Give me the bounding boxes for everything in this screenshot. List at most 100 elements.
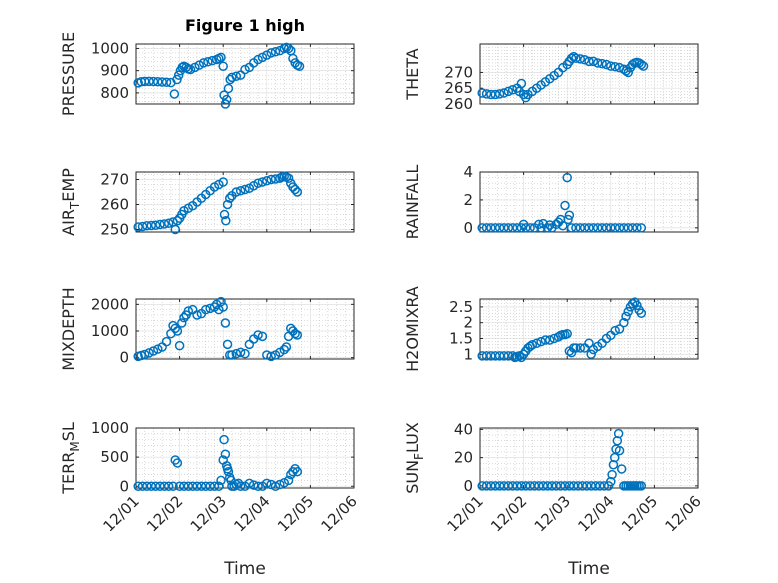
data-point <box>203 57 213 67</box>
data-point <box>218 302 228 312</box>
data-point <box>172 458 183 468</box>
data-point <box>290 184 300 195</box>
y-axis-label: AIRTEMP <box>59 168 82 236</box>
data-point <box>632 223 642 233</box>
y-axis-label: PRESSURE <box>59 32 78 116</box>
y-tick-label: 0 <box>119 349 129 367</box>
x-tick-label: 12/02 <box>143 492 186 535</box>
data-point <box>161 77 172 87</box>
data-point <box>146 220 157 231</box>
y-tick-label: 1000 <box>91 39 129 57</box>
y-tick-label: 270 <box>444 63 473 81</box>
data-point <box>227 72 237 83</box>
data-point <box>610 61 620 72</box>
data-point <box>270 481 281 492</box>
data-point <box>223 83 234 94</box>
data-point <box>240 184 250 195</box>
data-point <box>266 48 276 58</box>
data-point <box>266 174 276 185</box>
data-point <box>613 428 624 439</box>
y-tick-label: 40 <box>454 420 473 438</box>
x-tick-label: 12/02 <box>487 492 530 535</box>
y-tick-label: 260 <box>100 196 129 214</box>
data-point <box>636 308 647 318</box>
data-point <box>159 219 170 229</box>
data-point <box>155 219 165 230</box>
x-tick-label: 12/06 <box>662 492 705 535</box>
axes-box <box>135 171 355 233</box>
data-point <box>588 56 599 67</box>
subplot-4: 0 2 4 RAINFALL <box>403 163 699 239</box>
data-point <box>601 59 612 70</box>
axes-box <box>135 298 355 360</box>
y-tick-label: 0 <box>119 477 129 495</box>
data-point <box>216 52 226 63</box>
x-axis-label-left: Time <box>223 559 266 579</box>
data-point <box>599 481 610 491</box>
data-point <box>169 89 180 99</box>
data-point <box>584 56 594 67</box>
data-point <box>636 59 647 70</box>
data-point <box>157 77 167 87</box>
x-tick-label: 12/01 <box>444 492 487 535</box>
data-point <box>209 481 220 492</box>
y-tick-label: 500 <box>100 448 129 466</box>
data-point <box>614 324 625 334</box>
axes-box <box>135 43 355 105</box>
data-point <box>562 172 572 183</box>
data-point <box>220 449 231 459</box>
data-point <box>558 220 568 231</box>
data-point <box>220 99 231 109</box>
data-point <box>235 481 246 492</box>
y-tick-label: 2 <box>463 191 473 209</box>
data-point <box>192 310 202 320</box>
data-point <box>172 326 183 336</box>
y-tick-label: 1000 <box>91 419 129 437</box>
data-point <box>218 177 228 187</box>
data-point <box>579 55 590 65</box>
data-point <box>170 323 180 334</box>
data-point <box>179 312 189 323</box>
y-tick-label: 260 <box>444 95 473 113</box>
y-tick-label: 900 <box>100 62 129 80</box>
data-point <box>222 339 233 350</box>
data-point <box>257 331 268 342</box>
data-point <box>623 306 633 317</box>
data-point <box>235 186 246 196</box>
data-point <box>514 351 524 361</box>
y-axis-label: SUNFLUX <box>403 422 426 494</box>
data-point <box>253 178 263 188</box>
data-point <box>221 216 231 226</box>
data-point <box>207 55 218 66</box>
y-tick-label: 265 <box>444 79 473 97</box>
data-point <box>198 58 209 68</box>
data-point <box>281 342 292 352</box>
data-point <box>545 335 555 345</box>
data-point <box>270 174 281 184</box>
data-point <box>525 223 535 233</box>
data-point <box>527 340 538 350</box>
data-point <box>597 58 607 69</box>
data-point <box>564 210 575 221</box>
y-axis-label: THETA <box>403 48 422 100</box>
data-point <box>481 89 492 99</box>
data-point <box>292 187 303 197</box>
data-point <box>477 88 487 98</box>
data-point <box>636 223 647 233</box>
data-point <box>244 478 255 489</box>
data-point <box>223 466 234 477</box>
plot-area <box>479 43 699 105</box>
data-point <box>607 469 617 480</box>
subplot-7: 0 500 1000 TERRMSL 12/01 12/02 12/03 12/04 12/05… <box>59 419 361 535</box>
data-point <box>621 311 631 322</box>
data-point <box>177 318 187 328</box>
data-point <box>294 61 305 71</box>
data-point <box>144 348 154 358</box>
data-point <box>499 88 509 98</box>
data-point <box>183 306 194 316</box>
data-point <box>220 318 231 328</box>
data-point <box>227 350 237 360</box>
